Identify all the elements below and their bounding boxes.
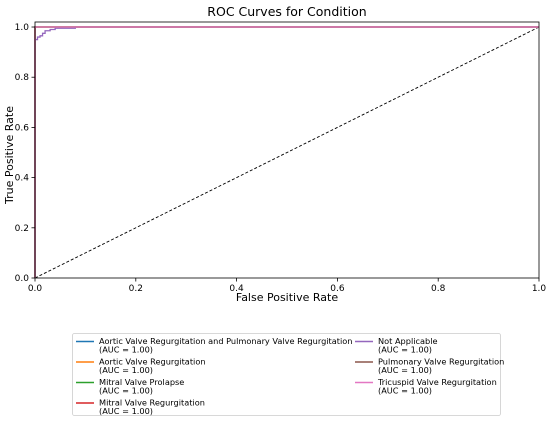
plot-area <box>34 26 540 279</box>
legend-entry-name: Mitral Valve Regurgitation <box>99 398 205 408</box>
legend-entry-name: Aortic Valve Regurgitation and Pulmonary… <box>99 336 352 346</box>
y-tick-label: 0.8 <box>15 73 30 83</box>
legend-entry-auc: (AUC = 1.00) <box>99 406 153 416</box>
x-tick-label: 1.0 <box>532 284 547 294</box>
y-tick-label: 0.0 <box>15 274 30 284</box>
legend-entry-name: Tricuspid Valve Regurgitation <box>377 377 497 387</box>
legend-entry-auc: (AUC = 1.00) <box>99 345 153 355</box>
y-axis-label: True Positive Rate <box>3 106 16 205</box>
legend-entry-auc: (AUC = 1.00) <box>99 386 153 396</box>
chart-title: ROC Curves for Condition <box>207 4 366 19</box>
legend-entry-auc: (AUC = 1.00) <box>378 365 432 375</box>
x-tick-label: 0.0 <box>28 284 43 294</box>
legend-entry-auc: (AUC = 1.00) <box>378 345 432 355</box>
legend-entry-auc: (AUC = 1.00) <box>99 365 153 375</box>
legend-entry-name: Aortic Valve Regurgitation <box>99 357 206 367</box>
legend: Aortic Valve Regurgitation and Pulmonary… <box>72 333 504 416</box>
legend-entry-name: Pulmonary Valve Regurgitation <box>378 357 504 367</box>
y-tick-label: 0.2 <box>15 224 29 234</box>
x-axis-label: False Positive Rate <box>236 291 338 304</box>
legend-entry-auc: (AUC = 1.00) <box>378 386 432 396</box>
series-line-4 <box>34 26 539 278</box>
y-tick-label: 0.4 <box>15 174 30 184</box>
legend-entry-name: Not Applicable <box>378 336 438 346</box>
axes: 0.0 0.2 0.4 0.6 0.8 1.0 0.0 0.2 0.4 0.6 0.8 1.0 <box>15 21 547 294</box>
reference-diagonal-line <box>34 26 540 279</box>
x-tick-label: 0.4 <box>229 284 244 294</box>
x-tick-label: 0.2 <box>129 284 143 294</box>
legend-entry-name: Mitral Valve Prolapse <box>99 377 184 387</box>
x-tick-label: 0.8 <box>431 284 446 294</box>
legend-box <box>72 333 501 416</box>
plot-frame <box>34 21 540 279</box>
y-tick-label: 0.6 <box>15 123 30 133</box>
y-tick-label: 1.0 <box>15 23 30 33</box>
x-tick-label: 0.6 <box>330 284 345 294</box>
